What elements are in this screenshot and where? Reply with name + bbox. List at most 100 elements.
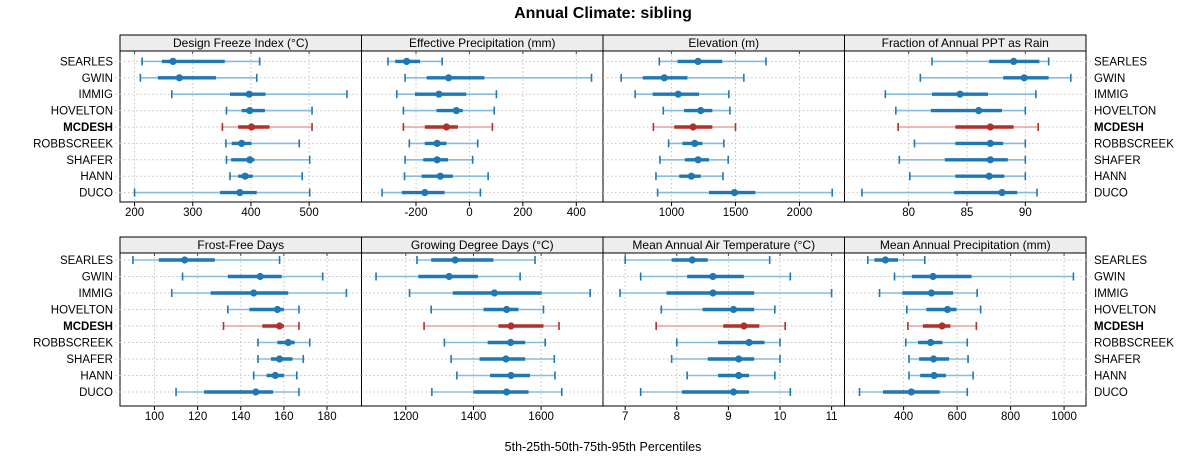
series-gwin [893, 272, 1075, 281]
x-tick-label: 1500 [723, 207, 749, 219]
median-dot [709, 289, 717, 297]
median-dot [452, 107, 460, 115]
median-dot [503, 388, 511, 396]
station-label-left: HANN [80, 171, 113, 183]
x-tick-label: 500 [300, 207, 319, 219]
series-searles [658, 57, 767, 66]
median-dot [245, 90, 253, 98]
station-label-right: MCDESH [1094, 321, 1144, 333]
station-label-right: HANN [1094, 371, 1127, 383]
x-tick-label: 400 [894, 411, 913, 423]
series-hovelton [225, 106, 313, 115]
series-hann [456, 371, 556, 380]
median-dot [284, 338, 292, 347]
x-tick-label: 85 [961, 207, 974, 219]
series-immig [884, 90, 1037, 99]
series-immig [878, 289, 978, 297]
series-searles [624, 256, 771, 264]
median-dot [403, 57, 411, 65]
x-tick-label: 100 [145, 411, 164, 423]
median-dot [490, 289, 499, 297]
series-hovelton [906, 305, 982, 314]
strip-title: Frost-Free Days [197, 238, 284, 252]
median-dot [445, 272, 453, 281]
series-duco [175, 388, 300, 396]
series-robbscreek [225, 139, 301, 148]
median-dot [444, 74, 453, 82]
median-dot [735, 371, 743, 380]
station-label-right: HANN [1094, 171, 1127, 183]
median-dot [998, 189, 1006, 197]
x-tick-label: 7 [622, 411, 628, 423]
station-label-right: SEARLES [1094, 255, 1147, 267]
median-dot [502, 355, 510, 363]
series-searles [416, 256, 536, 264]
strip-title: Fraction of Annual PPT as Rain [882, 36, 1049, 50]
series-duco [431, 388, 563, 396]
median-dot [435, 90, 443, 98]
series-shafer [225, 155, 311, 164]
station-label-left: MCDESH [63, 122, 113, 134]
median-dot [433, 156, 441, 164]
median-dot [181, 256, 189, 264]
series-immig [634, 90, 730, 99]
x-tick-label: 9 [725, 411, 731, 423]
station-label-left: DUCO [79, 387, 113, 399]
series-duco [656, 188, 834, 197]
median-dot [745, 338, 753, 347]
series-robbscreek [667, 139, 725, 148]
x-tick-label: 180 [317, 411, 336, 423]
series-hann [229, 172, 303, 181]
panel-frost-free-days: Frost-Free Days 100 120 140 160 180 [115, 236, 362, 423]
x-tick-label: 0 [466, 207, 472, 219]
station-label-right: IMMIG [1094, 89, 1129, 101]
series-mcdesh [897, 123, 1039, 131]
series-mcdesh [222, 322, 300, 330]
series-immig [395, 90, 498, 99]
panel-design-freeze-index: Design Freeze Index (°C) 200 300 400 500 [115, 34, 362, 219]
x-tick-label: 400 [241, 207, 260, 219]
panel-growing-degree-days: Growing Degree Days (°C) 1200 1400 1600 [361, 236, 604, 423]
median-dot [273, 305, 282, 314]
median-dot [674, 90, 682, 98]
series-hann [908, 371, 974, 380]
series-searles [141, 57, 261, 66]
series-hann [909, 172, 1027, 181]
series-robbscreek [904, 338, 969, 347]
series-immig [170, 90, 348, 99]
station-label-right: SEARLES [1094, 56, 1147, 68]
series-gwin [919, 73, 1072, 82]
series-mcdesh [423, 322, 560, 330]
series-hovelton [662, 106, 731, 115]
station-label-left: GWIN [82, 272, 113, 284]
series-shafer [404, 155, 474, 164]
series-searles [387, 57, 443, 66]
series-duco [858, 388, 969, 396]
panel-frame [602, 252, 845, 407]
median-dot [271, 371, 279, 380]
series-robbscreek [257, 338, 311, 347]
median-dot [907, 388, 915, 396]
series-gwin [181, 272, 324, 281]
series-duco [861, 188, 1038, 197]
median-dot [507, 338, 515, 347]
series-duco [133, 188, 311, 197]
percentiles-caption: 5th-25th-50th-75th-95th Percentiles [504, 440, 702, 454]
median-dot [985, 172, 993, 180]
series-mcdesh [221, 123, 313, 131]
series-gwin [639, 272, 792, 281]
x-tick-label: 10 [774, 411, 787, 423]
median-dot [436, 172, 444, 180]
panel-fraction-annual-ppt-as-rain: Fraction of Annual PPT as Rain 80 85 90 [844, 34, 1091, 219]
series-shafer [898, 155, 1027, 164]
median-dot [930, 371, 938, 380]
median-dot [507, 322, 515, 330]
series-hann [403, 172, 489, 181]
panel-mean-annual-precipitation: Mean Annual Precipitation (mm) 400 600 800 1… [844, 236, 1091, 423]
median-dot [246, 107, 254, 115]
median-dot [927, 289, 936, 297]
median-dot [250, 289, 258, 297]
series-searles [132, 256, 281, 264]
series-hovelton [227, 305, 300, 314]
